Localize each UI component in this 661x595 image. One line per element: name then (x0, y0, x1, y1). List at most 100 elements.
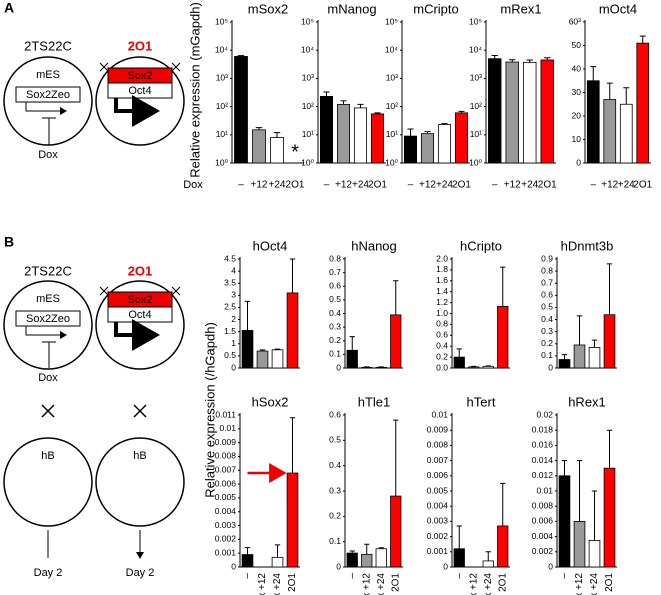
error-bar (357, 103, 364, 108)
bar (603, 467, 616, 568)
bar (603, 314, 616, 369)
bar (468, 366, 480, 369)
bar (523, 61, 537, 164)
y-tick-label: 0.8 (329, 253, 341, 263)
x-tick-label: 2O1 (286, 180, 305, 191)
error-bar (561, 460, 568, 476)
y-tick-label: 0.014 (532, 455, 554, 465)
chart-title: hCripto (460, 238, 502, 253)
time-label: Day 2 (126, 567, 155, 579)
error-bar (606, 429, 613, 469)
bar (588, 347, 601, 369)
bar (403, 135, 418, 164)
gene-label: Sox2 (127, 70, 152, 82)
x-tick-label: Dox +12 (468, 573, 479, 595)
gene-label: Oct4 (128, 85, 151, 97)
error-bar (590, 66, 597, 81)
chart-title: mCripto (413, 1, 459, 16)
error-bar (274, 544, 281, 558)
chart-title: mOct4 (599, 1, 637, 16)
chart-title: mRex1 (500, 1, 541, 16)
y-tick-label: 0.009 (215, 437, 237, 447)
bar (256, 350, 269, 369)
x-tick-label: +12 (335, 180, 352, 191)
y-tick-label: 0 (576, 157, 581, 167)
y-tick-label: 0.006 (532, 516, 554, 526)
bar (271, 556, 284, 568)
y-tick-label: 60³ (569, 16, 581, 26)
error-bar (500, 266, 506, 307)
y-tick-label: 0.01 (219, 423, 236, 433)
error-bar (485, 365, 491, 367)
y-tick-label: 10³ (386, 73, 398, 83)
bar (361, 553, 373, 568)
y-tick-label: 10² (470, 101, 482, 111)
y-tick-label: 0.3 (541, 326, 553, 336)
y-tick-label: 10⁰ (215, 157, 228, 167)
error-bar (378, 547, 384, 549)
y-tick-label: 0.3 (329, 485, 341, 495)
y-tick-label: 0.5 (329, 435, 341, 445)
error-bar (259, 349, 266, 352)
x-tick-label: – (492, 180, 498, 191)
chart-title: hTle1 (358, 394, 391, 409)
error-bar (364, 543, 370, 555)
y-tick-label: 0.003 (427, 516, 449, 526)
diagram-a: A 2TS22C 2O1 mES Sox2Zeo Dox Sox2 Oct4 (3, 0, 185, 161)
y-tick-label: 10⁵ (301, 16, 314, 26)
chart-title: hSox2 (252, 394, 289, 409)
error-bar (441, 123, 448, 125)
bar (454, 112, 469, 164)
y-tick-label: 1 (231, 338, 236, 348)
y-tick-label: 0 (231, 561, 236, 571)
bar (540, 59, 554, 164)
y-tick-label: 10⁵ (469, 16, 482, 26)
y-tick-label: 1.6 (436, 275, 448, 285)
cell-label: mES (36, 69, 60, 81)
y-tick-label: 10¹ (302, 129, 314, 139)
bar (558, 359, 571, 369)
dox-label: Dox (38, 149, 58, 161)
error-bar (485, 551, 491, 561)
y-tick-label: 10² (302, 101, 314, 111)
bar (488, 58, 502, 164)
error-bar (591, 490, 598, 541)
error-bar (289, 417, 296, 474)
y-tick-label: 0.6 (329, 409, 341, 419)
time-label: Day 2 (34, 567, 63, 579)
cell-label: hB (133, 450, 146, 462)
error-bar (526, 59, 533, 63)
x-tick-label: 2O1 (452, 180, 471, 191)
y-tick-label: 0.016 (532, 440, 554, 450)
bar (346, 552, 358, 568)
error-bar (323, 91, 330, 97)
bar (252, 129, 266, 164)
error-bar (623, 87, 630, 105)
y-tick-label: 0.001 (427, 546, 449, 556)
strain-label: 2TS22C (24, 38, 72, 53)
y-tick-label: 0.004 (532, 531, 554, 541)
y-tick-label: 30 (572, 87, 582, 97)
y-tick-label: 0.0 (436, 362, 448, 372)
y-tick-label: 10³ (470, 73, 482, 83)
error-bar (544, 57, 551, 60)
error-bar (289, 258, 296, 293)
x-tick-label: 2O1 (287, 573, 298, 592)
error-bar (456, 348, 462, 358)
bar (586, 80, 600, 164)
x-tick-label: – (454, 573, 465, 579)
y-tick-label: 0 (443, 561, 448, 571)
cassette-label: Sox2Zeo (26, 313, 70, 325)
bar (241, 554, 254, 568)
error-bar (393, 419, 399, 497)
error-bar (393, 280, 399, 315)
x-tick-label: +24 (352, 180, 369, 191)
bar (241, 330, 254, 369)
x-tick-label: 2O1 (497, 573, 508, 592)
y-tick-label: 10² (386, 101, 398, 111)
y-tick-label: 0.6 (329, 281, 341, 291)
bar (346, 349, 358, 369)
error-bar (576, 460, 583, 522)
y-tick-label: 2.0 (436, 253, 448, 263)
bar (588, 540, 601, 568)
